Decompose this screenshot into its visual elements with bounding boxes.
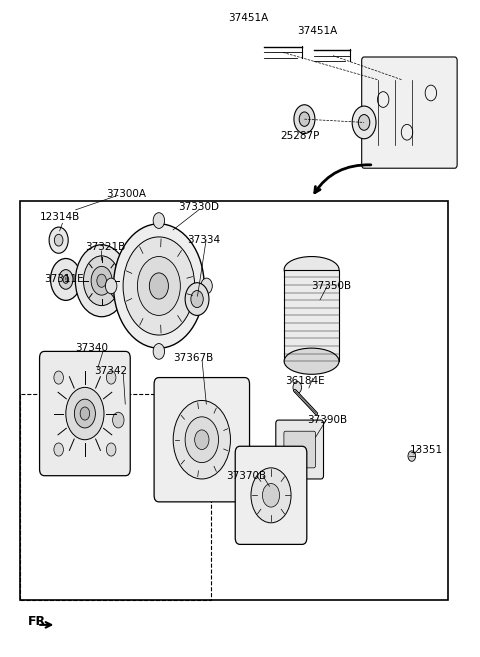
Text: 37321B: 37321B [85, 242, 125, 252]
Circle shape [137, 256, 180, 315]
FancyBboxPatch shape [284, 431, 315, 468]
Circle shape [66, 388, 104, 440]
Text: 37342: 37342 [95, 366, 128, 376]
FancyBboxPatch shape [39, 351, 130, 476]
Text: 37390B: 37390B [307, 415, 347, 425]
Text: 37451A: 37451A [297, 26, 337, 36]
Text: 37367B: 37367B [173, 353, 214, 363]
Circle shape [49, 227, 68, 253]
Circle shape [191, 290, 203, 307]
Circle shape [263, 484, 280, 507]
Circle shape [201, 278, 212, 294]
Text: 37350B: 37350B [312, 281, 352, 291]
Circle shape [352, 106, 376, 139]
Text: 37300A: 37300A [107, 189, 146, 199]
Text: 37340: 37340 [75, 343, 108, 353]
FancyBboxPatch shape [284, 269, 339, 361]
Circle shape [299, 112, 310, 126]
Text: 25287P: 25287P [281, 131, 320, 141]
Text: 37330D: 37330D [178, 202, 219, 212]
Ellipse shape [284, 256, 339, 283]
Circle shape [54, 443, 63, 456]
Text: 37334: 37334 [188, 235, 221, 245]
Ellipse shape [284, 348, 339, 374]
FancyBboxPatch shape [276, 420, 324, 479]
Circle shape [153, 213, 165, 229]
Circle shape [149, 273, 168, 299]
Circle shape [50, 258, 81, 300]
FancyBboxPatch shape [154, 378, 250, 502]
Circle shape [75, 245, 128, 317]
Circle shape [107, 371, 116, 384]
Circle shape [106, 278, 117, 294]
Circle shape [293, 382, 301, 394]
FancyBboxPatch shape [235, 446, 307, 545]
Circle shape [54, 235, 63, 246]
Text: 36184E: 36184E [285, 376, 325, 386]
Circle shape [294, 104, 315, 133]
Circle shape [173, 401, 230, 479]
Circle shape [107, 443, 116, 456]
Circle shape [195, 430, 209, 449]
Text: 37370B: 37370B [226, 470, 266, 481]
Circle shape [113, 412, 124, 428]
Circle shape [80, 407, 90, 420]
Circle shape [185, 283, 209, 315]
Circle shape [114, 224, 204, 348]
Circle shape [359, 114, 370, 130]
Circle shape [408, 451, 416, 461]
Circle shape [63, 275, 69, 283]
Circle shape [74, 399, 96, 428]
Circle shape [185, 417, 218, 463]
Text: 12314B: 12314B [39, 212, 80, 222]
Text: FR.: FR. [28, 615, 51, 628]
FancyBboxPatch shape [362, 57, 457, 168]
Circle shape [123, 237, 195, 335]
Circle shape [97, 274, 107, 287]
Text: 37311E: 37311E [44, 275, 84, 284]
Text: 37451A: 37451A [228, 12, 268, 23]
Circle shape [251, 468, 291, 523]
Text: 13351: 13351 [409, 445, 443, 455]
Circle shape [59, 269, 73, 289]
Circle shape [54, 371, 63, 384]
Circle shape [84, 256, 120, 306]
Circle shape [153, 344, 165, 359]
Circle shape [91, 266, 112, 295]
